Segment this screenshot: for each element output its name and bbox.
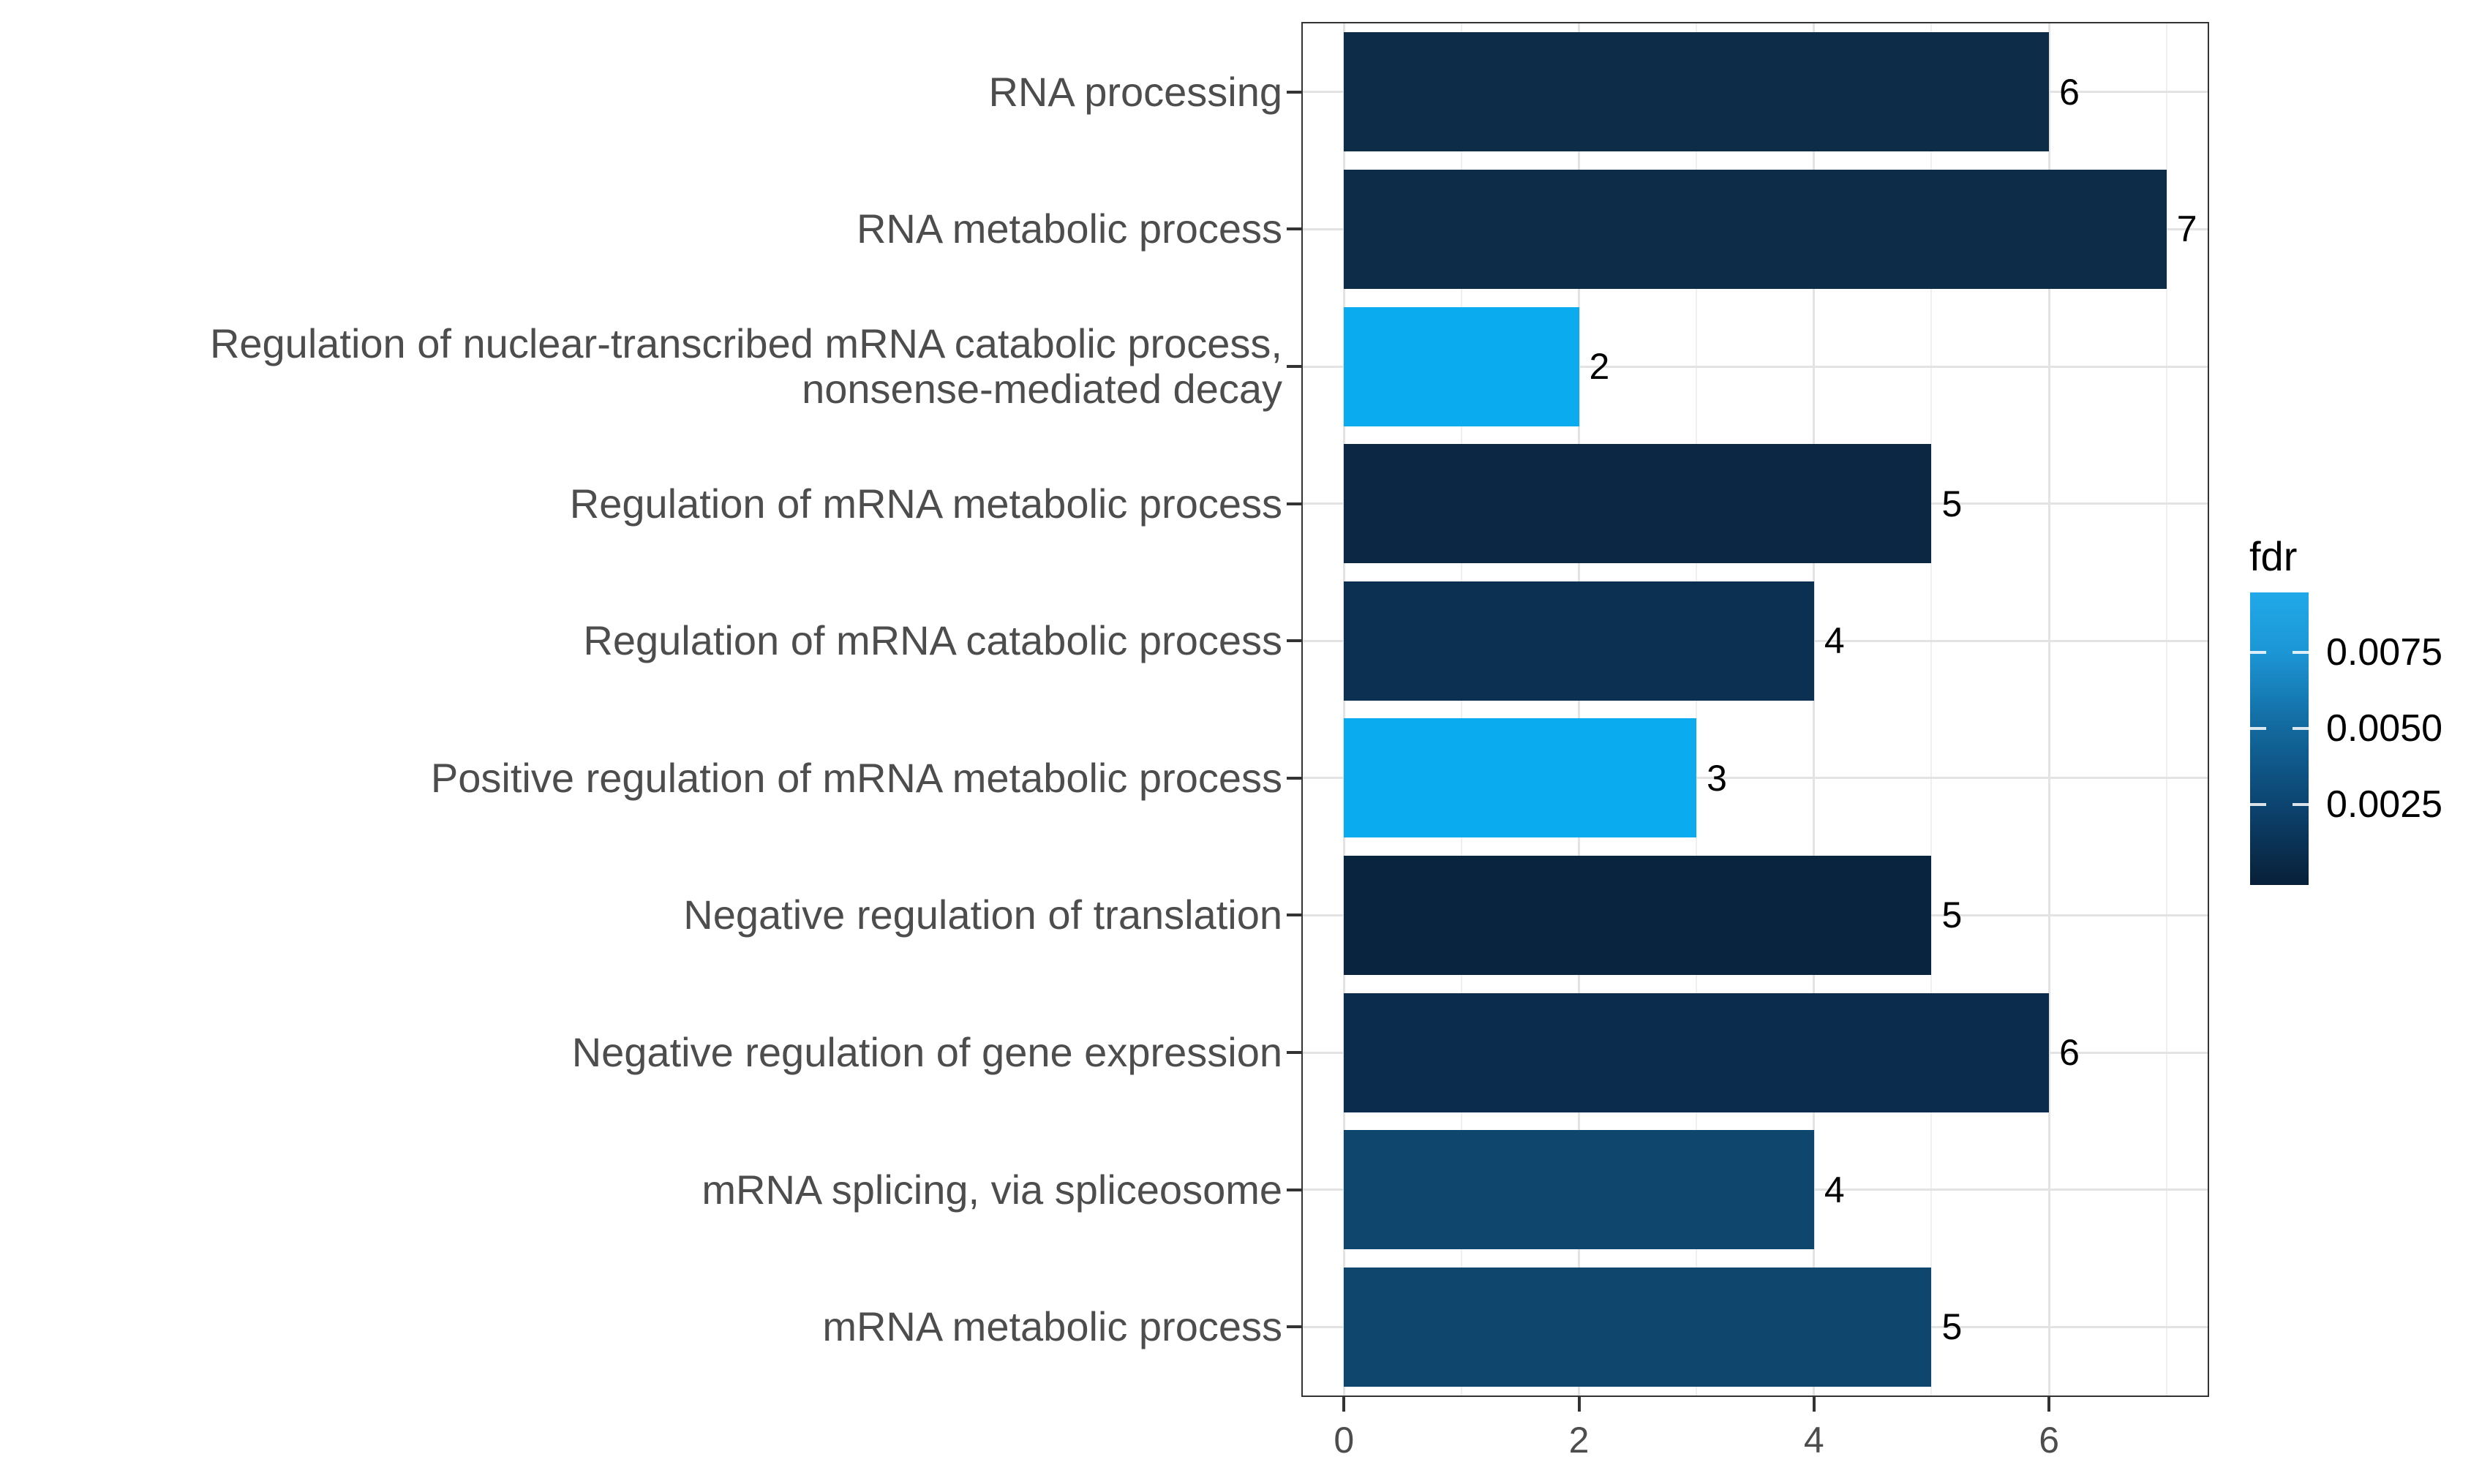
x-axis-tick	[2047, 1397, 2051, 1412]
legend-title: fdr	[2249, 533, 2298, 579]
y-axis-label: Negative regulation of gene expression	[571, 1029, 1282, 1075]
y-axis-tick	[1287, 365, 1301, 368]
y-axis-tick	[1287, 227, 1301, 231]
legend-tick-label: 0.0025	[2326, 783, 2443, 826]
gridline-minor-x	[2165, 23, 2167, 1396]
bar-value-label: 6	[2059, 1032, 2080, 1073]
bar-value-label: 5	[1941, 1306, 1963, 1348]
x-axis-tick-label: 4	[1803, 1420, 1824, 1461]
y-axis-tick	[1287, 1188, 1301, 1191]
legend-tick-mark	[2250, 727, 2266, 730]
bar-value-label: 4	[1824, 620, 1845, 662]
y-axis-tick	[1287, 639, 1301, 643]
legend-tick-mark	[2293, 803, 2309, 806]
y-axis-label: Regulation of mRNA catabolic process	[583, 617, 1282, 664]
bar-value-label: 7	[2176, 208, 2197, 250]
gridline-major-y	[1303, 777, 2208, 780]
bar	[1344, 169, 2167, 289]
gridline-major-x	[1342, 23, 1345, 1396]
gridline-minor-x	[1930, 23, 1933, 1396]
y-axis-tick	[1287, 1051, 1301, 1054]
bar	[1344, 718, 1697, 838]
x-axis-tick	[1342, 1397, 1346, 1412]
bar	[1344, 1130, 1814, 1250]
y-axis-label: RNA metabolic process	[856, 206, 1282, 252]
y-axis-tick	[1287, 1325, 1301, 1329]
y-axis-tick	[1287, 776, 1301, 780]
bar-value-label: 5	[1941, 483, 1963, 524]
legend-tick-mark	[2250, 803, 2266, 806]
bar	[1344, 444, 1932, 564]
bar-value-label: 3	[1707, 757, 1727, 799]
gridline-minor-x	[1696, 23, 1698, 1396]
y-axis-label: mRNA metabolic process	[822, 1303, 1282, 1350]
y-axis-tick	[1287, 502, 1301, 505]
gridline-major-x	[1813, 23, 1816, 1396]
legend-tick-mark	[2293, 651, 2309, 654]
bar-value-label: 5	[1941, 894, 1963, 936]
y-axis-label: Negative regulation of translation	[683, 892, 1282, 938]
legend-tick-mark	[2250, 651, 2266, 654]
gridline-major-x	[1578, 23, 1581, 1396]
x-axis-tick-label: 0	[1334, 1420, 1355, 1461]
x-axis-tick	[1577, 1397, 1581, 1412]
y-axis-label: Regulation of nuclear-transcribed mRNA c…	[209, 320, 1282, 412]
legend-tick-label: 0.0050	[2326, 707, 2443, 750]
bar	[1344, 993, 2050, 1112]
legend-gradient-bar	[2250, 592, 2309, 885]
bar	[1344, 855, 1932, 975]
bar-value-label: 2	[1589, 346, 1610, 387]
y-axis-label: Positive regulation of mRNA metabolic pr…	[430, 754, 1282, 801]
bar	[1344, 32, 2050, 152]
bar	[1344, 306, 1579, 426]
legend-tick-mark	[2293, 727, 2309, 730]
gridline-minor-x	[1460, 23, 1462, 1396]
gridline-major-x	[2047, 23, 2050, 1396]
bar	[1344, 1267, 1932, 1387]
bar	[1344, 581, 1814, 701]
y-axis-label: mRNA splicing, via spliceosome	[702, 1166, 1282, 1213]
y-axis-tick	[1287, 90, 1301, 94]
y-axis-label: RNA processing	[988, 68, 1282, 115]
plot-panel: 6 7 2 5 4 3 5 6 4 5	[1301, 22, 2209, 1397]
x-axis-tick-label: 2	[1568, 1420, 1590, 1461]
y-axis-tick	[1287, 914, 1301, 917]
x-axis-tick	[1812, 1397, 1816, 1412]
bar-value-label: 6	[2059, 71, 2080, 113]
legend-tick-label: 0.0075	[2326, 631, 2443, 674]
y-axis-label: Regulation of mRNA metabolic process	[569, 480, 1282, 527]
gridline-major-y	[1303, 365, 2208, 368]
x-axis-tick-label: 6	[2039, 1420, 2060, 1461]
bar-value-label: 4	[1824, 1169, 1845, 1210]
